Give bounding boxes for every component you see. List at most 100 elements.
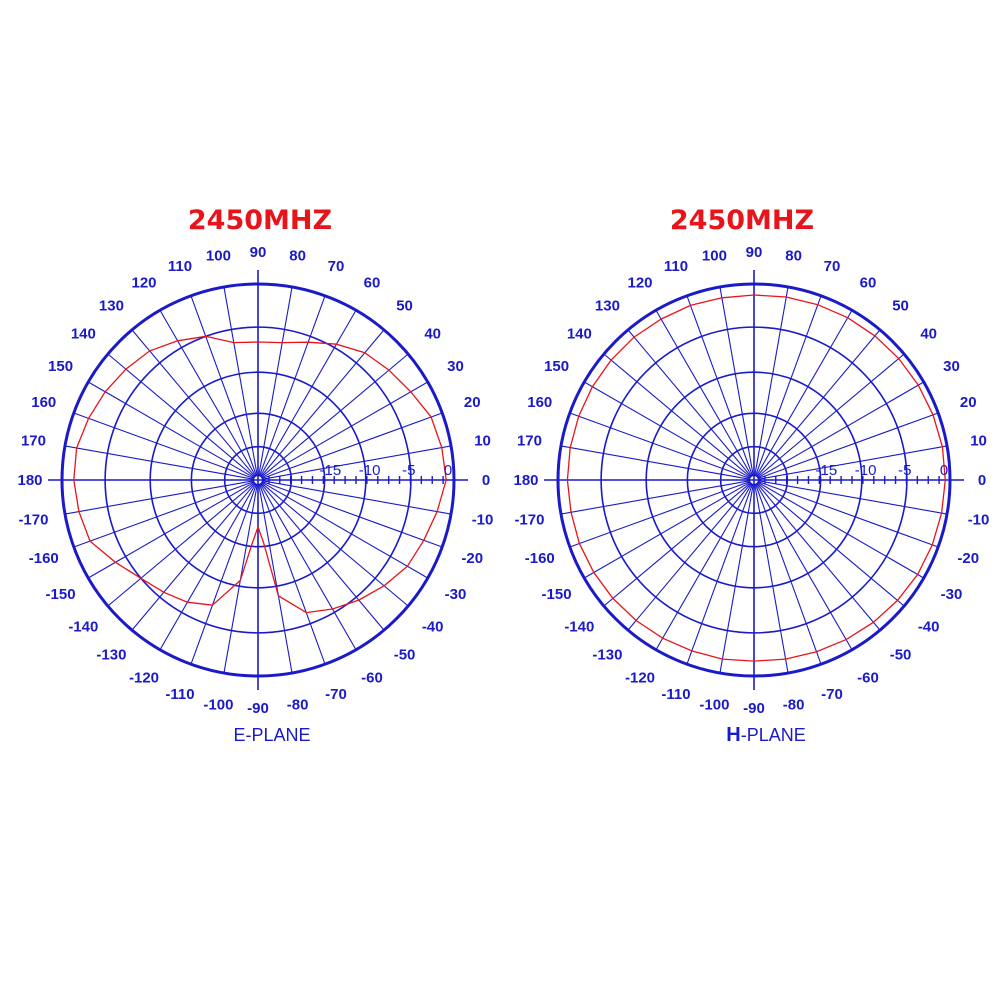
angle-tick-label: 0 (482, 472, 490, 489)
angle-tick-label: -110 (165, 686, 194, 703)
angle-tick-label: -120 (625, 669, 655, 686)
angle-tick-label: 130 (595, 297, 620, 314)
angle-tick-label: -10 (472, 512, 494, 529)
pattern-trace (73, 335, 447, 614)
angle-tick-label: 160 (31, 394, 56, 411)
grid-spoke (260, 482, 385, 631)
angle-tick-label: 170 (21, 432, 46, 449)
grid-spoke (603, 353, 752, 478)
angle-tick-label: 180 (17, 472, 42, 489)
grid-spoke (560, 480, 751, 515)
grid-spoke (655, 309, 753, 477)
pattern-trace-layer (566, 294, 946, 662)
radial-tick-label: -15 (320, 462, 342, 479)
grid-spoke (757, 445, 948, 480)
grid-spoke (603, 482, 752, 607)
plane-label-lead: H (726, 724, 740, 746)
angle-tick-label: -40 (422, 619, 444, 636)
angle-tick-label: 40 (424, 325, 441, 342)
chart-title: 2450MHZ (670, 205, 814, 236)
grid-spoke (73, 480, 255, 548)
polar-grid (48, 270, 468, 690)
grid-spoke (261, 480, 452, 515)
angle-tick-label: -60 (361, 669, 383, 686)
grid-spoke (583, 381, 751, 479)
grid-spoke (719, 483, 754, 674)
angle-tick-label: 110 (664, 258, 688, 275)
angle-tick-label: -160 (29, 550, 59, 567)
grid-spoke (190, 295, 258, 477)
angle-tick-label: 80 (289, 247, 306, 264)
grid-spoke (756, 482, 905, 607)
e-plane-chart: 2450MHZ 01020304050607080901001101201301… (17, 205, 493, 745)
radial-tick-label: 0 (444, 462, 452, 479)
radial-tick-label: -10 (359, 462, 381, 479)
angle-tick-label: 30 (447, 358, 464, 375)
grid-spoke (260, 329, 385, 478)
grid-spoke (107, 482, 256, 607)
grid-spoke (560, 445, 751, 480)
angle-tick-label: -170 (514, 512, 544, 529)
grid-spoke (64, 445, 255, 480)
angle-tick-label: 120 (627, 275, 652, 292)
grid-spoke (755, 483, 853, 651)
angle-tick-label: 20 (464, 394, 481, 411)
radial-tick-labels: -15 -10 -5 0 (816, 462, 949, 479)
grid-spoke (159, 483, 257, 651)
grid-spoke (260, 353, 409, 478)
grid-spoke (131, 482, 256, 631)
angle-tick-label: 20 (960, 394, 977, 411)
h-plane-chart: 2450MHZ 01020304050607080901001101201301… (513, 205, 989, 746)
angle-tick-label: -30 (941, 586, 963, 603)
grid-spoke (756, 329, 881, 478)
grid-spoke (757, 381, 925, 479)
angle-tick-label: 150 (48, 358, 73, 375)
angle-tick-label: -130 (96, 647, 126, 664)
grid-spoke (569, 480, 751, 548)
grid-spoke (261, 381, 429, 479)
angle-tick-label: -160 (525, 550, 555, 567)
angle-tick-label: -20 (957, 550, 979, 567)
plane-label-rest: -PLANE (741, 725, 806, 745)
grid-spoke (258, 286, 293, 477)
angle-tick-label: -80 (287, 697, 309, 714)
angle-tick-label: 60 (860, 275, 877, 292)
angle-tick-label: 70 (328, 258, 345, 275)
angle-tick-label: 150 (544, 358, 569, 375)
grid-spoke (686, 483, 754, 665)
angle-tick-label: -150 (46, 586, 76, 603)
angle-tick-label: -90 (247, 700, 269, 717)
grid-spoke (627, 329, 752, 478)
angle-tick-label: -100 (699, 697, 729, 714)
angle-tick-label: 160 (527, 394, 552, 411)
angle-tick-label: -120 (129, 669, 159, 686)
plane-label: H-PLANE (726, 724, 805, 746)
angle-tick-label: 0 (978, 472, 986, 489)
angle-tick-label: 100 (206, 247, 231, 264)
grid-spoke (757, 480, 939, 548)
grid-spoke (261, 445, 452, 480)
angle-tick-label: 40 (920, 325, 937, 342)
grid-spoke (258, 483, 293, 674)
angle-tick-label: 70 (824, 258, 841, 275)
angle-tick-label: 30 (943, 358, 960, 375)
angle-tick-label: -50 (394, 647, 416, 664)
grid-spoke (754, 295, 822, 477)
angle-tick-label: -50 (890, 647, 912, 664)
grid-spoke (260, 482, 409, 607)
angle-tick-label: -60 (857, 669, 879, 686)
grid-spoke (569, 412, 751, 480)
angle-tick-label: 170 (517, 432, 542, 449)
angle-tick-label: -80 (783, 697, 805, 714)
grid-spoke (686, 295, 754, 477)
grid-spoke (627, 482, 752, 631)
angle-tick-label: -140 (564, 619, 594, 636)
angle-tick-label: 10 (970, 432, 987, 449)
grid-spoke (258, 483, 326, 665)
grid-spoke (583, 481, 751, 579)
grid-spoke (757, 480, 948, 515)
angle-tick-label: 80 (785, 247, 802, 264)
radial-tick-label: 0 (940, 462, 948, 479)
